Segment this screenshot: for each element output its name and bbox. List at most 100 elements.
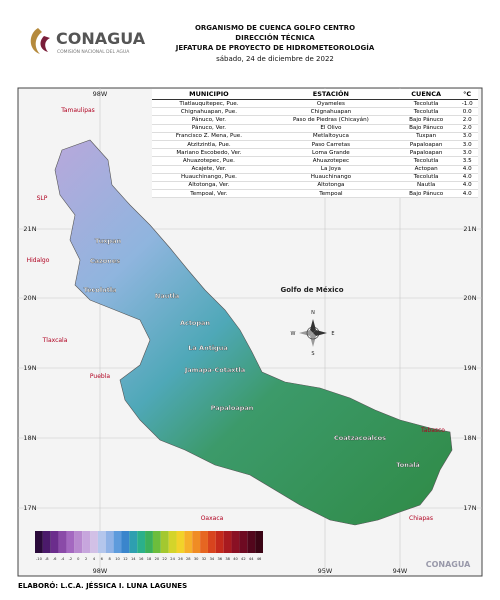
- logo-subtitle: COMISIÓN NACIONAL DEL AGUA: [57, 48, 130, 55]
- map-labels: 98W98W95W95W94W94W21N21N20N20N19N19N18N1…: [23, 90, 476, 575]
- table-cell: Metlaltoyuca: [265, 132, 396, 141]
- colorbar-swatch: [113, 531, 122, 553]
- header-line: DIRECCIÓN TÉCNICA: [235, 34, 315, 42]
- table-cell: Mariano Escobedo, Ver.: [152, 148, 266, 158]
- colorbar-swatch: [145, 531, 153, 553]
- table-cell: 4.0: [456, 181, 478, 191]
- watermark: CONAGUA: [426, 560, 471, 569]
- data-table: MUNICIPIO ESTACIÓN CUENCA °C Tlatlauquitepe…: [152, 89, 478, 199]
- table-cell: Chignahuapan, Pue.: [152, 107, 266, 117]
- column-header: °C: [456, 89, 478, 100]
- table-cell: Bajo Pánuco: [395, 189, 457, 199]
- latitude-label: 20N: [463, 294, 476, 302]
- latitude-label: 20N: [23, 294, 36, 302]
- colorbar-label: 42: [241, 557, 246, 561]
- basin-label: Coatzacoalcos: [334, 434, 386, 442]
- colorbar-swatch: [97, 531, 106, 553]
- column-header: CUENCA: [395, 89, 457, 100]
- table-cell: Chignahuapan: [265, 107, 396, 117]
- table-cell: Bajo Pánuco: [395, 124, 457, 133]
- table-cell: La Joya: [265, 165, 396, 174]
- table-cell: Bajo Pánuco: [395, 115, 457, 125]
- table-cell: Paso de Piedras (Chicayán): [265, 115, 396, 125]
- table-header: MUNICIPIO ESTACIÓN CUENCA °C: [152, 89, 478, 100]
- latitude-label: 18N: [463, 434, 476, 442]
- table-cell: Ahuazotepec, Pue.: [152, 156, 266, 166]
- logo-mark: [40, 36, 50, 52]
- latitude-label: 19N: [463, 364, 476, 372]
- colorbar-label: 30: [194, 557, 199, 561]
- colorbar-swatch: [215, 531, 224, 553]
- table-cell: 4.0: [456, 173, 478, 182]
- table-cell: 3.5: [456, 156, 478, 166]
- colorbar-swatch: [66, 531, 75, 553]
- table-row: Tlatlauquitepec, Pue. Oyameles Tecolutla -1…: [152, 99, 478, 109]
- colorbar-swatch: [129, 531, 138, 553]
- colorbar-label: 34: [210, 557, 215, 561]
- header-line: JEFATURA DE PROYECTO DE HIDROMETEOROLOGÍ…: [175, 44, 375, 52]
- table-cell: Altotonga: [265, 181, 396, 191]
- colorbar-label: -10: [36, 557, 43, 561]
- column-header: ESTACIÓN: [265, 89, 396, 100]
- latitude-label: 19N: [23, 364, 36, 372]
- state-label: Hidalgo: [27, 257, 50, 264]
- table-cell: Altotonga, Ver.: [152, 181, 266, 191]
- basin-label: Nautla: [155, 292, 179, 300]
- colorbar-swatch: [74, 531, 83, 553]
- table-cell: 4.0: [456, 165, 478, 174]
- latitude-label: 18N: [23, 434, 36, 442]
- state-label: Tlaxcala: [42, 337, 68, 344]
- table-cell: Papaloapan: [395, 140, 457, 150]
- table-row: Mariano Escobedo, Ver. Loma Grande Papaloa…: [152, 148, 478, 158]
- latitude-label: 17N: [23, 504, 36, 512]
- colorbar-label: 40: [233, 557, 238, 561]
- colorbar-swatch: [152, 531, 161, 553]
- colorbar-swatch: [176, 531, 185, 553]
- colorbar-label: 24: [170, 557, 175, 561]
- table-cell: Huauchinango, Pue.: [152, 173, 266, 182]
- longitude-label: 98W: [93, 90, 108, 98]
- logo: CONAGUA COMISIÓN NACIONAL DEL AGUA: [30, 28, 146, 55]
- colorbar-label: 10: [115, 557, 120, 561]
- table-row: Atzitzintla, Pue. Paso Carretas Papaloapan…: [152, 140, 478, 150]
- table-cell: 3.0: [456, 140, 478, 150]
- table-row: Ahuazotepec, Pue. Ahuazotepec Tecolutla 3.5: [152, 156, 478, 166]
- table-cell: Pánuco, Ver.: [152, 124, 266, 133]
- table-row: Tempoal, Ver. Tempoal Bajo Pánuco 4.0: [152, 189, 478, 199]
- colorbar-label: 38: [225, 557, 230, 561]
- colorbar-swatch: [239, 531, 248, 553]
- longitude-label: 95W: [318, 567, 333, 575]
- table-row: Huauchinango, Pue. Huauchinango Tecolutla 4…: [152, 173, 478, 182]
- table-cell: 3.0: [456, 132, 478, 141]
- footer: ELABORÓ: L.C.A. JÉSSICA I. LUNA LAGUNES: [18, 582, 188, 590]
- colorbar-label: 8: [109, 557, 112, 561]
- colorbar-swatch: [35, 531, 43, 553]
- colorbar-swatch: [231, 531, 240, 553]
- colorbar-label: 22: [162, 557, 167, 561]
- table-cell: El Olivo: [265, 124, 396, 133]
- colorbar-swatch: [137, 531, 146, 553]
- table-cell: 2.0: [456, 115, 478, 125]
- table-row: Chignahuapan, Pue. Chignahuapan Tecolutla 0…: [152, 107, 478, 117]
- table-cell: Paso Carretas: [265, 140, 396, 150]
- latitude-label: 17N: [463, 504, 476, 512]
- colorbar-swatch: [223, 531, 232, 553]
- basin-label: Actopan: [180, 319, 210, 327]
- colorbar-label: -2: [69, 557, 73, 561]
- colorbar-swatch: [90, 531, 98, 553]
- colorbar-swatch: [207, 531, 216, 553]
- colorbar-swatch: [160, 531, 169, 553]
- colorbar-label: -8: [45, 557, 49, 561]
- colorbar-label: 14: [131, 557, 136, 561]
- table-cell: Huauchinango: [265, 173, 396, 182]
- colorbar-label: 36: [217, 557, 222, 561]
- logo-mark: [30, 28, 42, 54]
- table-cell: Tlatlauquitepec, Pue.: [152, 99, 266, 109]
- basin-label: Jamapa-Cotaxtla: [184, 366, 245, 374]
- table-cell: Papaloapan: [395, 148, 457, 158]
- colorbar-label: 18: [147, 557, 152, 561]
- colorbar-swatch: [184, 531, 193, 553]
- table-cell: Acajete, Ver.: [152, 165, 266, 174]
- state-label: SLP: [37, 195, 48, 202]
